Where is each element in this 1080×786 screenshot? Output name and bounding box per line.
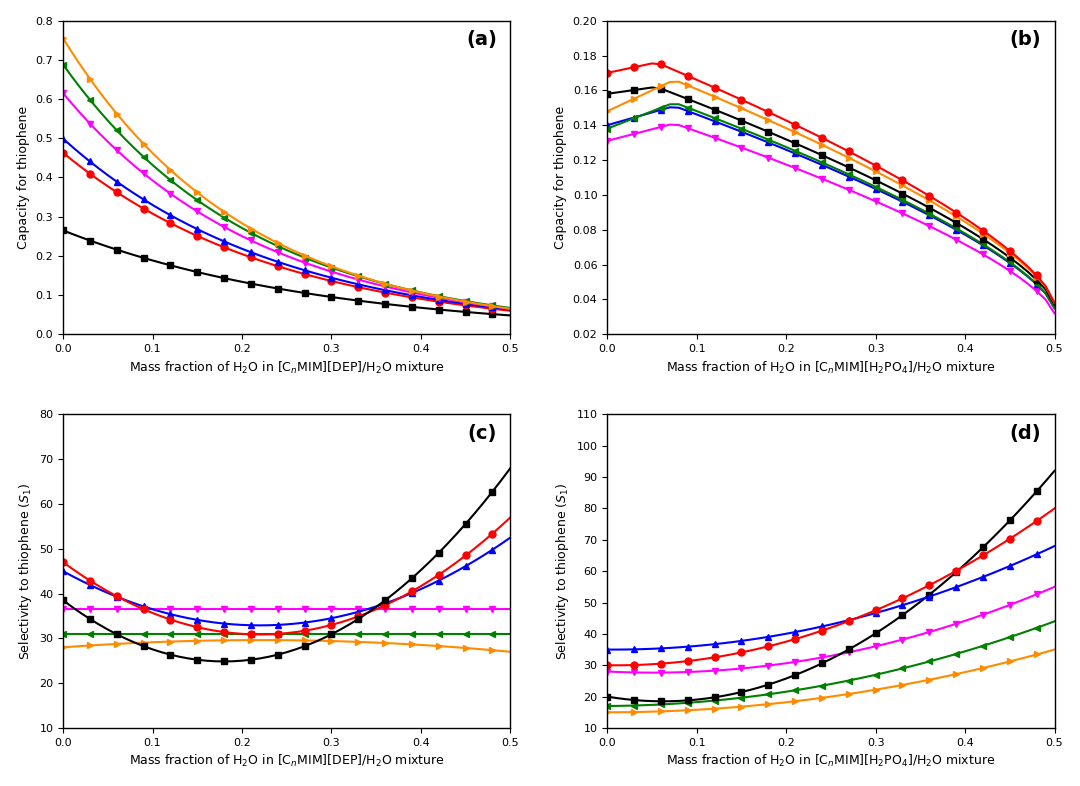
X-axis label: Mass fraction of H$_2$O in [C$_n$MIM][DEP]/H$_2$O mixture: Mass fraction of H$_2$O in [C$_n$MIM][DE… xyxy=(129,753,445,769)
Y-axis label: Selectivity to thiophene ($S_1$): Selectivity to thiophene ($S_1$) xyxy=(554,483,571,659)
X-axis label: Mass fraction of H$_2$O in [C$_n$MIM][H$_2$PO$_4$]/H$_2$O mixture: Mass fraction of H$_2$O in [C$_n$MIM][H$… xyxy=(666,359,996,376)
Y-axis label: Selectivity to thiophene ($S_1$): Selectivity to thiophene ($S_1$) xyxy=(16,483,33,659)
Text: (d): (d) xyxy=(1010,424,1041,443)
X-axis label: Mass fraction of H$_2$O in [C$_n$MIM][H$_2$PO$_4$]/H$_2$O mixture: Mass fraction of H$_2$O in [C$_n$MIM][H$… xyxy=(666,753,996,769)
X-axis label: Mass fraction of H$_2$O in [C$_n$MIM][DEP]/H$_2$O mixture: Mass fraction of H$_2$O in [C$_n$MIM][DE… xyxy=(129,359,445,376)
Text: (c): (c) xyxy=(468,424,497,443)
Y-axis label: Capacity for thiophene: Capacity for thiophene xyxy=(554,106,567,249)
Text: (b): (b) xyxy=(1010,30,1041,49)
Y-axis label: Capacity for thiophene: Capacity for thiophene xyxy=(17,106,30,249)
Text: (a): (a) xyxy=(467,30,497,49)
